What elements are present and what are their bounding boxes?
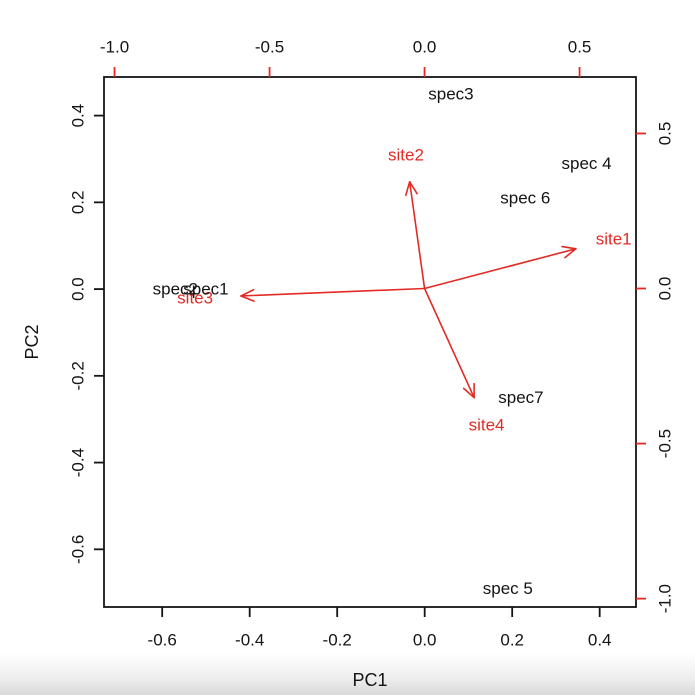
y-axis-tick-label: 0.0 xyxy=(69,277,88,301)
x-axis-tick-label: 0.0 xyxy=(413,631,437,650)
right-axis-tick-label: -1.0 xyxy=(656,584,675,613)
species-label-spec2: spec2 xyxy=(153,280,198,299)
species-label-spec4: spec 4 xyxy=(562,154,612,173)
top-axis-tick-label: -1.0 xyxy=(100,38,129,57)
top-axis-tick-label: 0.0 xyxy=(413,38,437,57)
site-arrow-site1 xyxy=(423,248,577,290)
species-label-spec7: spec7 xyxy=(498,388,543,407)
y-axis-tick-label: -0.2 xyxy=(69,361,88,390)
window-bottom-fade xyxy=(0,653,695,695)
site-label-site2: site2 xyxy=(388,146,424,165)
x-axis-tick-label: -0.4 xyxy=(235,631,264,650)
right-axis-tick-label: 0.0 xyxy=(656,277,675,301)
y-axis-tick-label: 0.2 xyxy=(69,191,88,215)
site-label-site3: site3 xyxy=(177,288,213,307)
site-arrowhead-site3 xyxy=(240,295,255,302)
site-arrow-site3 xyxy=(240,287,426,297)
species-label-spec1: spec1 xyxy=(183,280,228,299)
site-arrowhead-site4 xyxy=(462,387,475,399)
site-arrow-site2 xyxy=(408,181,426,290)
y-axis-tick-label: -0.4 xyxy=(69,448,88,477)
site-label-site1: site1 xyxy=(596,229,632,248)
x-axis-tick-label: 0.4 xyxy=(588,631,612,650)
plot-box xyxy=(103,76,637,608)
right-axis-tick-label: -0.5 xyxy=(656,429,675,458)
site-label-site4: site4 xyxy=(469,415,505,434)
site-arrow-site4 xyxy=(423,287,475,399)
x-axis-tick-label: -0.6 xyxy=(148,631,177,650)
x-axis-title: PC1 xyxy=(352,670,387,690)
site-arrowhead-site1 xyxy=(561,245,577,250)
right-axis-tick-label: 0.5 xyxy=(656,122,675,146)
species-label-spec5: spec 5 xyxy=(483,579,533,598)
y-axis-tick-label: -0.6 xyxy=(69,535,88,564)
site-arrowhead-site2 xyxy=(408,181,418,195)
x-axis-tick-label: -0.2 xyxy=(323,631,352,650)
site-arrowhead-site2 xyxy=(404,181,411,197)
species-label-spec3: spec3 xyxy=(428,84,473,103)
top-axis-tick-label: -0.5 xyxy=(255,38,284,57)
y-axis-title: PC2 xyxy=(22,324,42,359)
species-label-spec6: spec 6 xyxy=(500,189,550,208)
x-axis-tick-label: 0.2 xyxy=(500,631,524,650)
site-arrowhead-site1 xyxy=(564,248,577,259)
site-arrowhead-site3 xyxy=(240,288,255,297)
top-axis-tick-label: 0.5 xyxy=(568,38,592,57)
y-axis-tick-label: 0.4 xyxy=(69,104,88,128)
